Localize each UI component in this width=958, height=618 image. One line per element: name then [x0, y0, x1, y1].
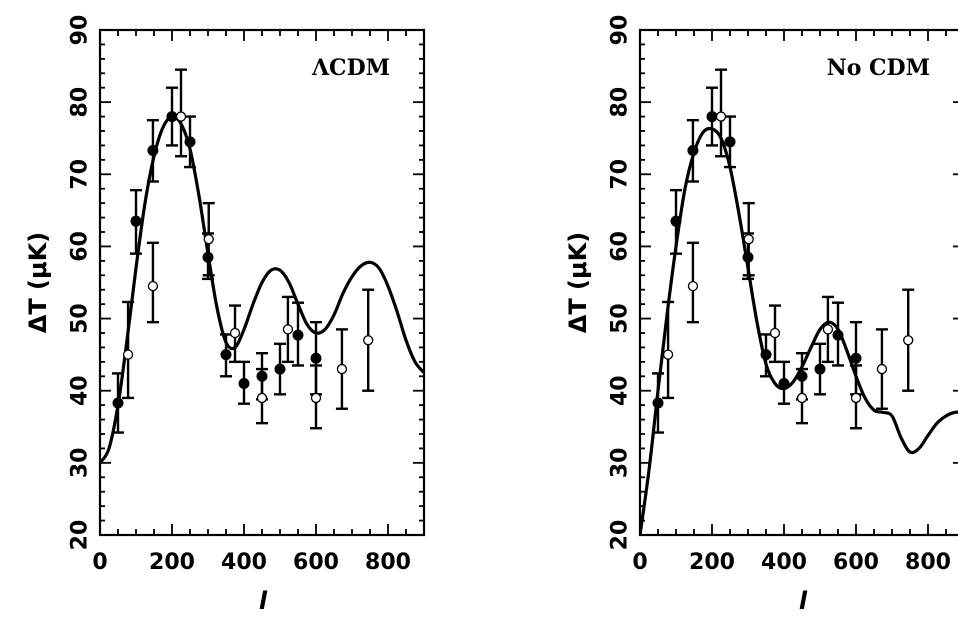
x-tick-label: 200	[689, 550, 735, 575]
data-point-open	[769, 327, 781, 339]
data-point-open	[256, 392, 268, 404]
x-tick-label: 0	[632, 550, 647, 575]
panel-label: No CDM	[827, 55, 930, 81]
y-tick-label: 20	[608, 520, 633, 551]
y-tick-label: 30	[68, 448, 93, 479]
y-tick-label: 80	[68, 87, 93, 118]
x-tick-label: 600	[833, 550, 879, 575]
data-point-open	[175, 111, 187, 122]
y-tick-label: 30	[608, 448, 633, 479]
data-point-filled	[166, 111, 178, 123]
y-tick-label: 60	[68, 231, 93, 262]
data-point-open	[903, 335, 914, 346]
x-tick-label: 600	[293, 550, 339, 575]
data-point-filled	[760, 349, 772, 361]
x-tick-label: 800	[365, 550, 411, 575]
x-tick-label: 400	[761, 550, 807, 575]
x-axis-label: l	[259, 587, 268, 615]
data-point-filled	[832, 329, 844, 341]
data-point-filled	[778, 378, 790, 389]
x-tick-label: 0	[92, 550, 107, 575]
data-point-open	[363, 335, 374, 346]
plot-frame	[638, 28, 958, 537]
data-point-open	[715, 111, 727, 122]
y-tick-label: 20	[68, 520, 93, 551]
data-point-open	[822, 324, 834, 335]
y-tick-label: 60	[608, 231, 633, 262]
data-point-filled	[814, 363, 826, 375]
y-tick-label: 90	[608, 15, 633, 46]
data-point-filled	[130, 215, 142, 227]
data-point-open	[876, 363, 888, 375]
data-point-open	[743, 234, 754, 245]
data-point-filled	[687, 144, 699, 156]
model-curve	[640, 126, 958, 535]
x-tick-label: 400	[221, 550, 267, 575]
data-point-filled	[112, 397, 124, 409]
y-tick-label: 70	[68, 159, 93, 190]
y-tick-label: 80	[608, 87, 633, 118]
data-point-filled	[724, 136, 736, 148]
y-tick-label: 70	[608, 159, 633, 190]
data-point-open	[336, 363, 348, 375]
data-point-filled	[274, 363, 286, 375]
data-point-open	[122, 349, 134, 360]
x-tick-label: 800	[905, 550, 951, 575]
y-tick-label: 40	[68, 375, 93, 406]
data-point-open	[850, 392, 862, 404]
data-point-open	[310, 392, 322, 404]
y-axis-label: ΔT (μK)	[24, 232, 52, 334]
data-point-filled	[292, 329, 304, 341]
panel-no-cdm: No CDM ΔT (μK) l 0 200 400 600 800 20 30 40 50 60…	[564, 15, 958, 615]
data-point-open	[147, 280, 159, 292]
y-axis-label: ΔT (μK)	[564, 232, 592, 334]
data-point-filled	[850, 352, 862, 364]
data-point-open	[796, 392, 808, 404]
data-point-filled	[220, 349, 232, 361]
data-point-filled	[310, 352, 322, 364]
data-point-open	[203, 234, 214, 245]
data-point-open	[229, 327, 241, 339]
x-axis-label: l	[799, 587, 808, 615]
x-tick-label: 200	[149, 550, 195, 575]
data-point-filled	[670, 215, 682, 227]
data-point-open	[662, 349, 674, 360]
data-point-filled	[238, 378, 250, 389]
y-tick-label: 50	[608, 303, 633, 334]
data-point-open	[282, 324, 294, 335]
y-tick-label: 90	[68, 15, 93, 46]
data-point-filled	[652, 397, 664, 409]
panel-label: ΛCDM	[311, 55, 390, 81]
panel-lcdm: ΛCDM ΔT (μK) l 0 200 400 600 800 20 30 40 50 60 70…	[24, 15, 426, 615]
data-point-filled	[184, 136, 196, 148]
data-point-filled	[147, 144, 159, 156]
y-tick-label: 50	[68, 303, 93, 334]
data-point-open	[687, 280, 699, 292]
y-tick-label: 40	[608, 375, 633, 406]
data-point-filled	[706, 111, 718, 123]
